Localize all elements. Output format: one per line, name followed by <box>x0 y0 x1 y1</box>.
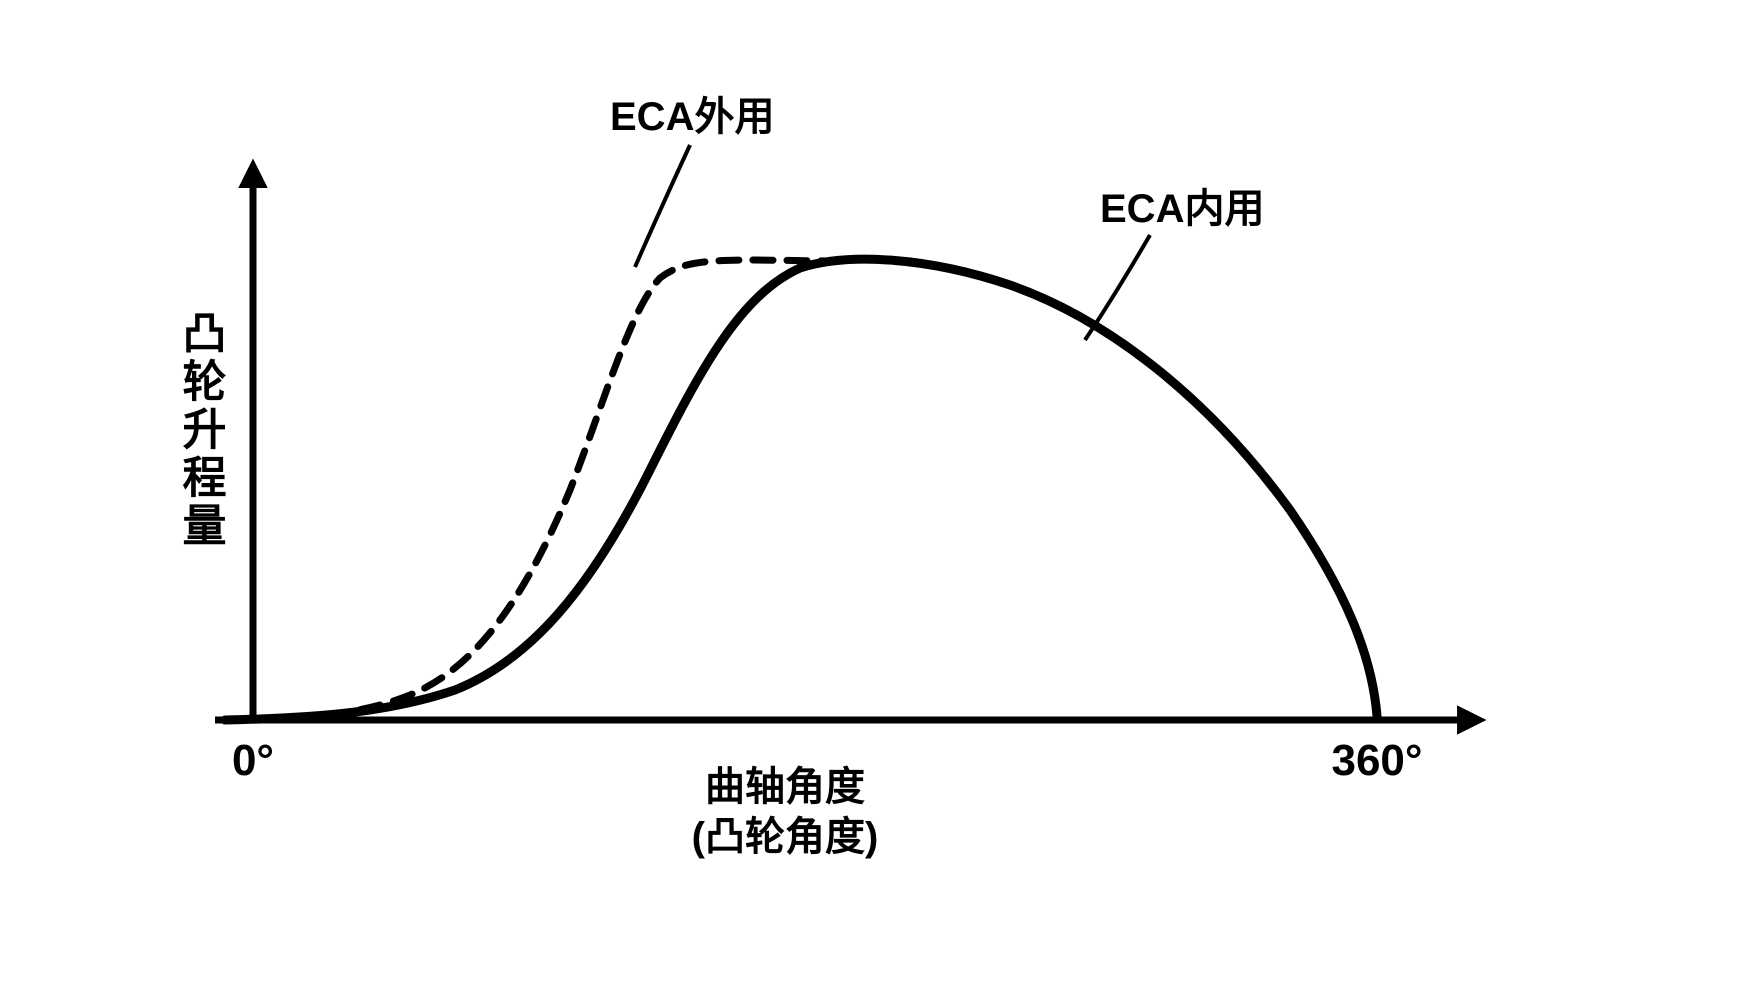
x-axis-label-line1: 曲轴角度 <box>705 765 865 809</box>
leader-eca-inner <box>1085 235 1150 340</box>
x-tick-start: 0° <box>232 736 274 785</box>
series-label-eca-inner: ECA内用 <box>1100 187 1264 231</box>
leader-eca-outer <box>635 145 690 267</box>
x-axis-label-line2: (凸轮角度) <box>692 815 879 859</box>
cam-lift-chart: 凸轮升程量 0° 360° 曲轴角度 (凸轮角度) ECA外用 ECA内用 <box>0 0 1737 987</box>
series-eca-outer <box>225 260 830 720</box>
series-label-eca-outer: ECA外用 <box>610 95 774 139</box>
x-tick-end: 360° <box>1331 736 1422 785</box>
y-axis-label: 凸轮升程量 <box>176 310 227 550</box>
series-eca-inner <box>225 259 1377 720</box>
